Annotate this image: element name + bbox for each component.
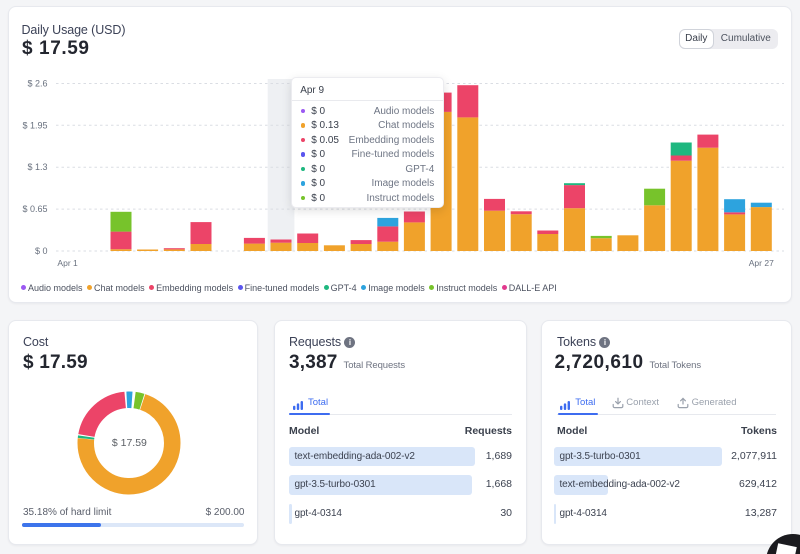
svg-text:Apr 1: Apr 1 bbox=[57, 258, 78, 268]
svg-text:$ 0.65: $ 0.65 bbox=[22, 204, 47, 214]
svg-text:$ 1.95: $ 1.95 bbox=[22, 120, 47, 130]
svg-text:$ 0: $ 0 bbox=[35, 246, 48, 256]
svg-text:$ 2.6: $ 2.6 bbox=[27, 79, 47, 89]
svg-text:$ 1.3: $ 1.3 bbox=[27, 162, 47, 172]
svg-text:Apr 27: Apr 27 bbox=[749, 258, 774, 268]
